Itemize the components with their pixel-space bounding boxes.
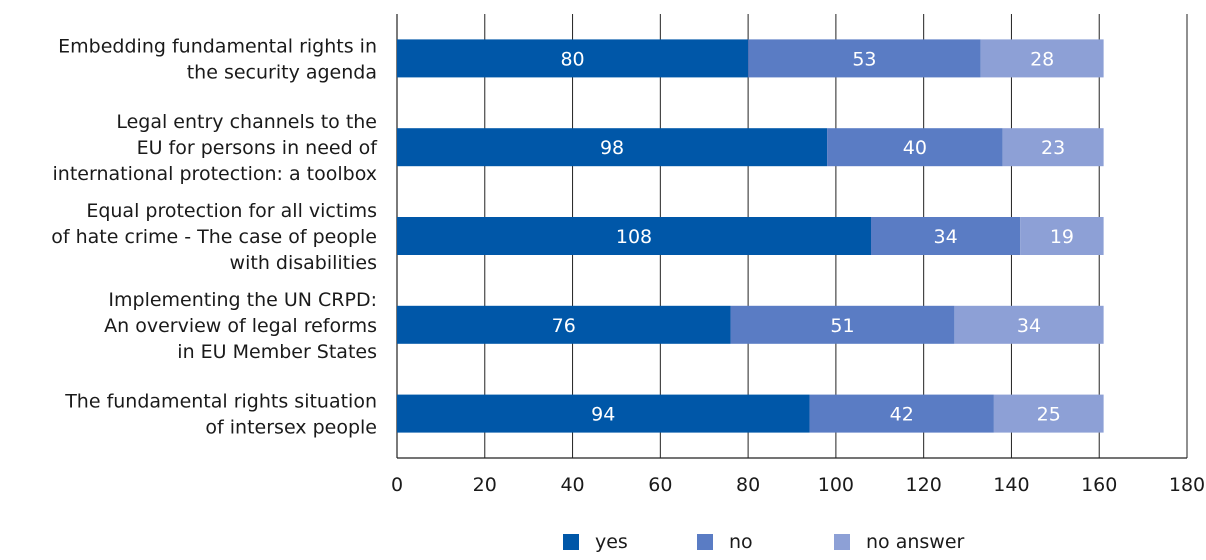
legend-swatch-no <box>697 534 713 550</box>
legend-swatch-no-answer <box>834 534 850 550</box>
data-label: 53 <box>852 48 876 70</box>
bar-segment-no <box>809 394 994 433</box>
data-label: 76 <box>552 315 576 337</box>
legend-label: no answer <box>866 531 965 553</box>
data-label: 98 <box>600 137 624 159</box>
data-label: 25 <box>1037 404 1061 426</box>
data-label: 108 <box>616 226 652 248</box>
category-label: Equal protection for all victims <box>86 200 377 222</box>
category-label: the security agenda <box>187 61 377 83</box>
x-tick-label: 140 <box>993 474 1029 496</box>
data-label: 28 <box>1030 48 1054 70</box>
bar-segment-no-answer <box>954 305 1104 344</box>
bar-segment-yes <box>397 217 871 255</box>
x-tick-label: 160 <box>1081 474 1117 496</box>
bars: 80 53 28 98 40 23 108 34 19 76 51 34 94 42 25 <box>397 39 1104 433</box>
x-tick-label: 0 <box>391 474 403 496</box>
x-tick-label: 40 <box>560 474 584 496</box>
legend: yes no no answer <box>563 531 965 553</box>
data-label: 40 <box>903 137 927 159</box>
category-label: Embedding fundamental rights in <box>58 35 377 57</box>
bar-segment-no-answer <box>980 39 1104 78</box>
category-label: with disabilities <box>230 252 377 274</box>
data-label: 34 <box>934 226 958 248</box>
x-tick-label: 100 <box>818 474 854 496</box>
bar-segment-no-answer <box>993 394 1104 433</box>
bar-segment-no-answer <box>1002 128 1104 167</box>
category-label: in EU Member States <box>177 341 377 363</box>
x-tick-label: 80 <box>736 474 760 496</box>
category-label: of intersex people <box>205 417 377 439</box>
x-tick-label: 60 <box>648 474 672 496</box>
category-label: An overview of legal reforms <box>104 315 377 337</box>
bar-segment-no <box>730 305 955 344</box>
x-tick-label: 120 <box>906 474 942 496</box>
bar-segment-yes <box>397 39 749 78</box>
data-label: 42 <box>890 404 914 426</box>
category-label: international protection: a toolbox <box>53 163 377 185</box>
category-labels: Embedding fundamental rights in the secur… <box>51 35 378 438</box>
data-label: 80 <box>560 48 584 70</box>
category-label: Implementing the UN CRPD: <box>108 289 377 311</box>
bar-segment-yes <box>397 128 828 167</box>
category-label: The fundamental rights situation <box>64 391 377 413</box>
legend-label: no <box>729 531 753 553</box>
x-tick-labels: 0 20 40 60 80 100 120 140 160 180 <box>391 474 1205 496</box>
category-label: of hate crime - The case of people <box>51 226 377 248</box>
data-label: 34 <box>1017 315 1041 337</box>
legend-label: yes <box>595 531 628 553</box>
bar-segment-yes <box>397 394 810 433</box>
x-tick-label: 20 <box>473 474 497 496</box>
x-tick-label: 180 <box>1169 474 1205 496</box>
category-label: Legal entry channels to the <box>116 111 377 133</box>
legend-swatch-yes <box>563 534 579 550</box>
data-label: 94 <box>591 404 615 426</box>
bar-segment-no <box>871 217 1021 255</box>
bar-segment-no <box>748 39 981 78</box>
bar-segment-no <box>827 128 1003 167</box>
category-label: EU for persons in need of <box>137 137 379 159</box>
data-label: 19 <box>1050 226 1074 248</box>
data-label: 23 <box>1041 137 1065 159</box>
bar-segment-yes <box>397 305 731 344</box>
bar-segment-no-answer <box>1020 217 1104 255</box>
data-label: 51 <box>830 315 854 337</box>
